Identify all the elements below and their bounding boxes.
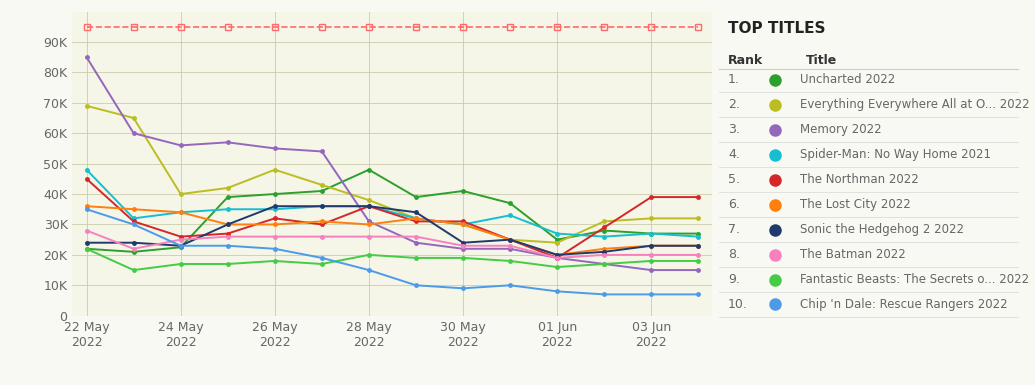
Text: Sonic the Hedgehog 2 2022: Sonic the Hedgehog 2 2022 [800, 223, 964, 236]
Text: 5.: 5. [728, 173, 740, 186]
Text: Fantastic Beasts: The Secrets o... 2022: Fantastic Beasts: The Secrets o... 2022 [800, 273, 1029, 286]
Text: TOP TITLES: TOP TITLES [728, 21, 826, 36]
Text: 10.: 10. [728, 298, 748, 311]
Text: 7.: 7. [728, 223, 740, 236]
Text: 9.: 9. [728, 273, 740, 286]
Text: Everything Everywhere All at O... 2022: Everything Everywhere All at O... 2022 [800, 99, 1030, 111]
Text: Rank: Rank [728, 54, 764, 67]
Text: 6.: 6. [728, 198, 740, 211]
Text: Spider-Man: No Way Home 2021: Spider-Man: No Way Home 2021 [800, 148, 990, 161]
Text: 4.: 4. [728, 148, 740, 161]
Text: Chip 'n Dale: Rescue Rangers 2022: Chip 'n Dale: Rescue Rangers 2022 [800, 298, 1007, 311]
Text: The Lost City 2022: The Lost City 2022 [800, 198, 911, 211]
Text: Uncharted 2022: Uncharted 2022 [800, 74, 895, 87]
Text: The Northman 2022: The Northman 2022 [800, 173, 919, 186]
Text: 8.: 8. [728, 248, 740, 261]
Text: 2.: 2. [728, 99, 740, 111]
Text: 3.: 3. [728, 123, 740, 136]
Text: Title: Title [806, 54, 837, 67]
Text: The Batman 2022: The Batman 2022 [800, 248, 906, 261]
Text: Memory 2022: Memory 2022 [800, 123, 882, 136]
Text: 1.: 1. [728, 74, 740, 87]
